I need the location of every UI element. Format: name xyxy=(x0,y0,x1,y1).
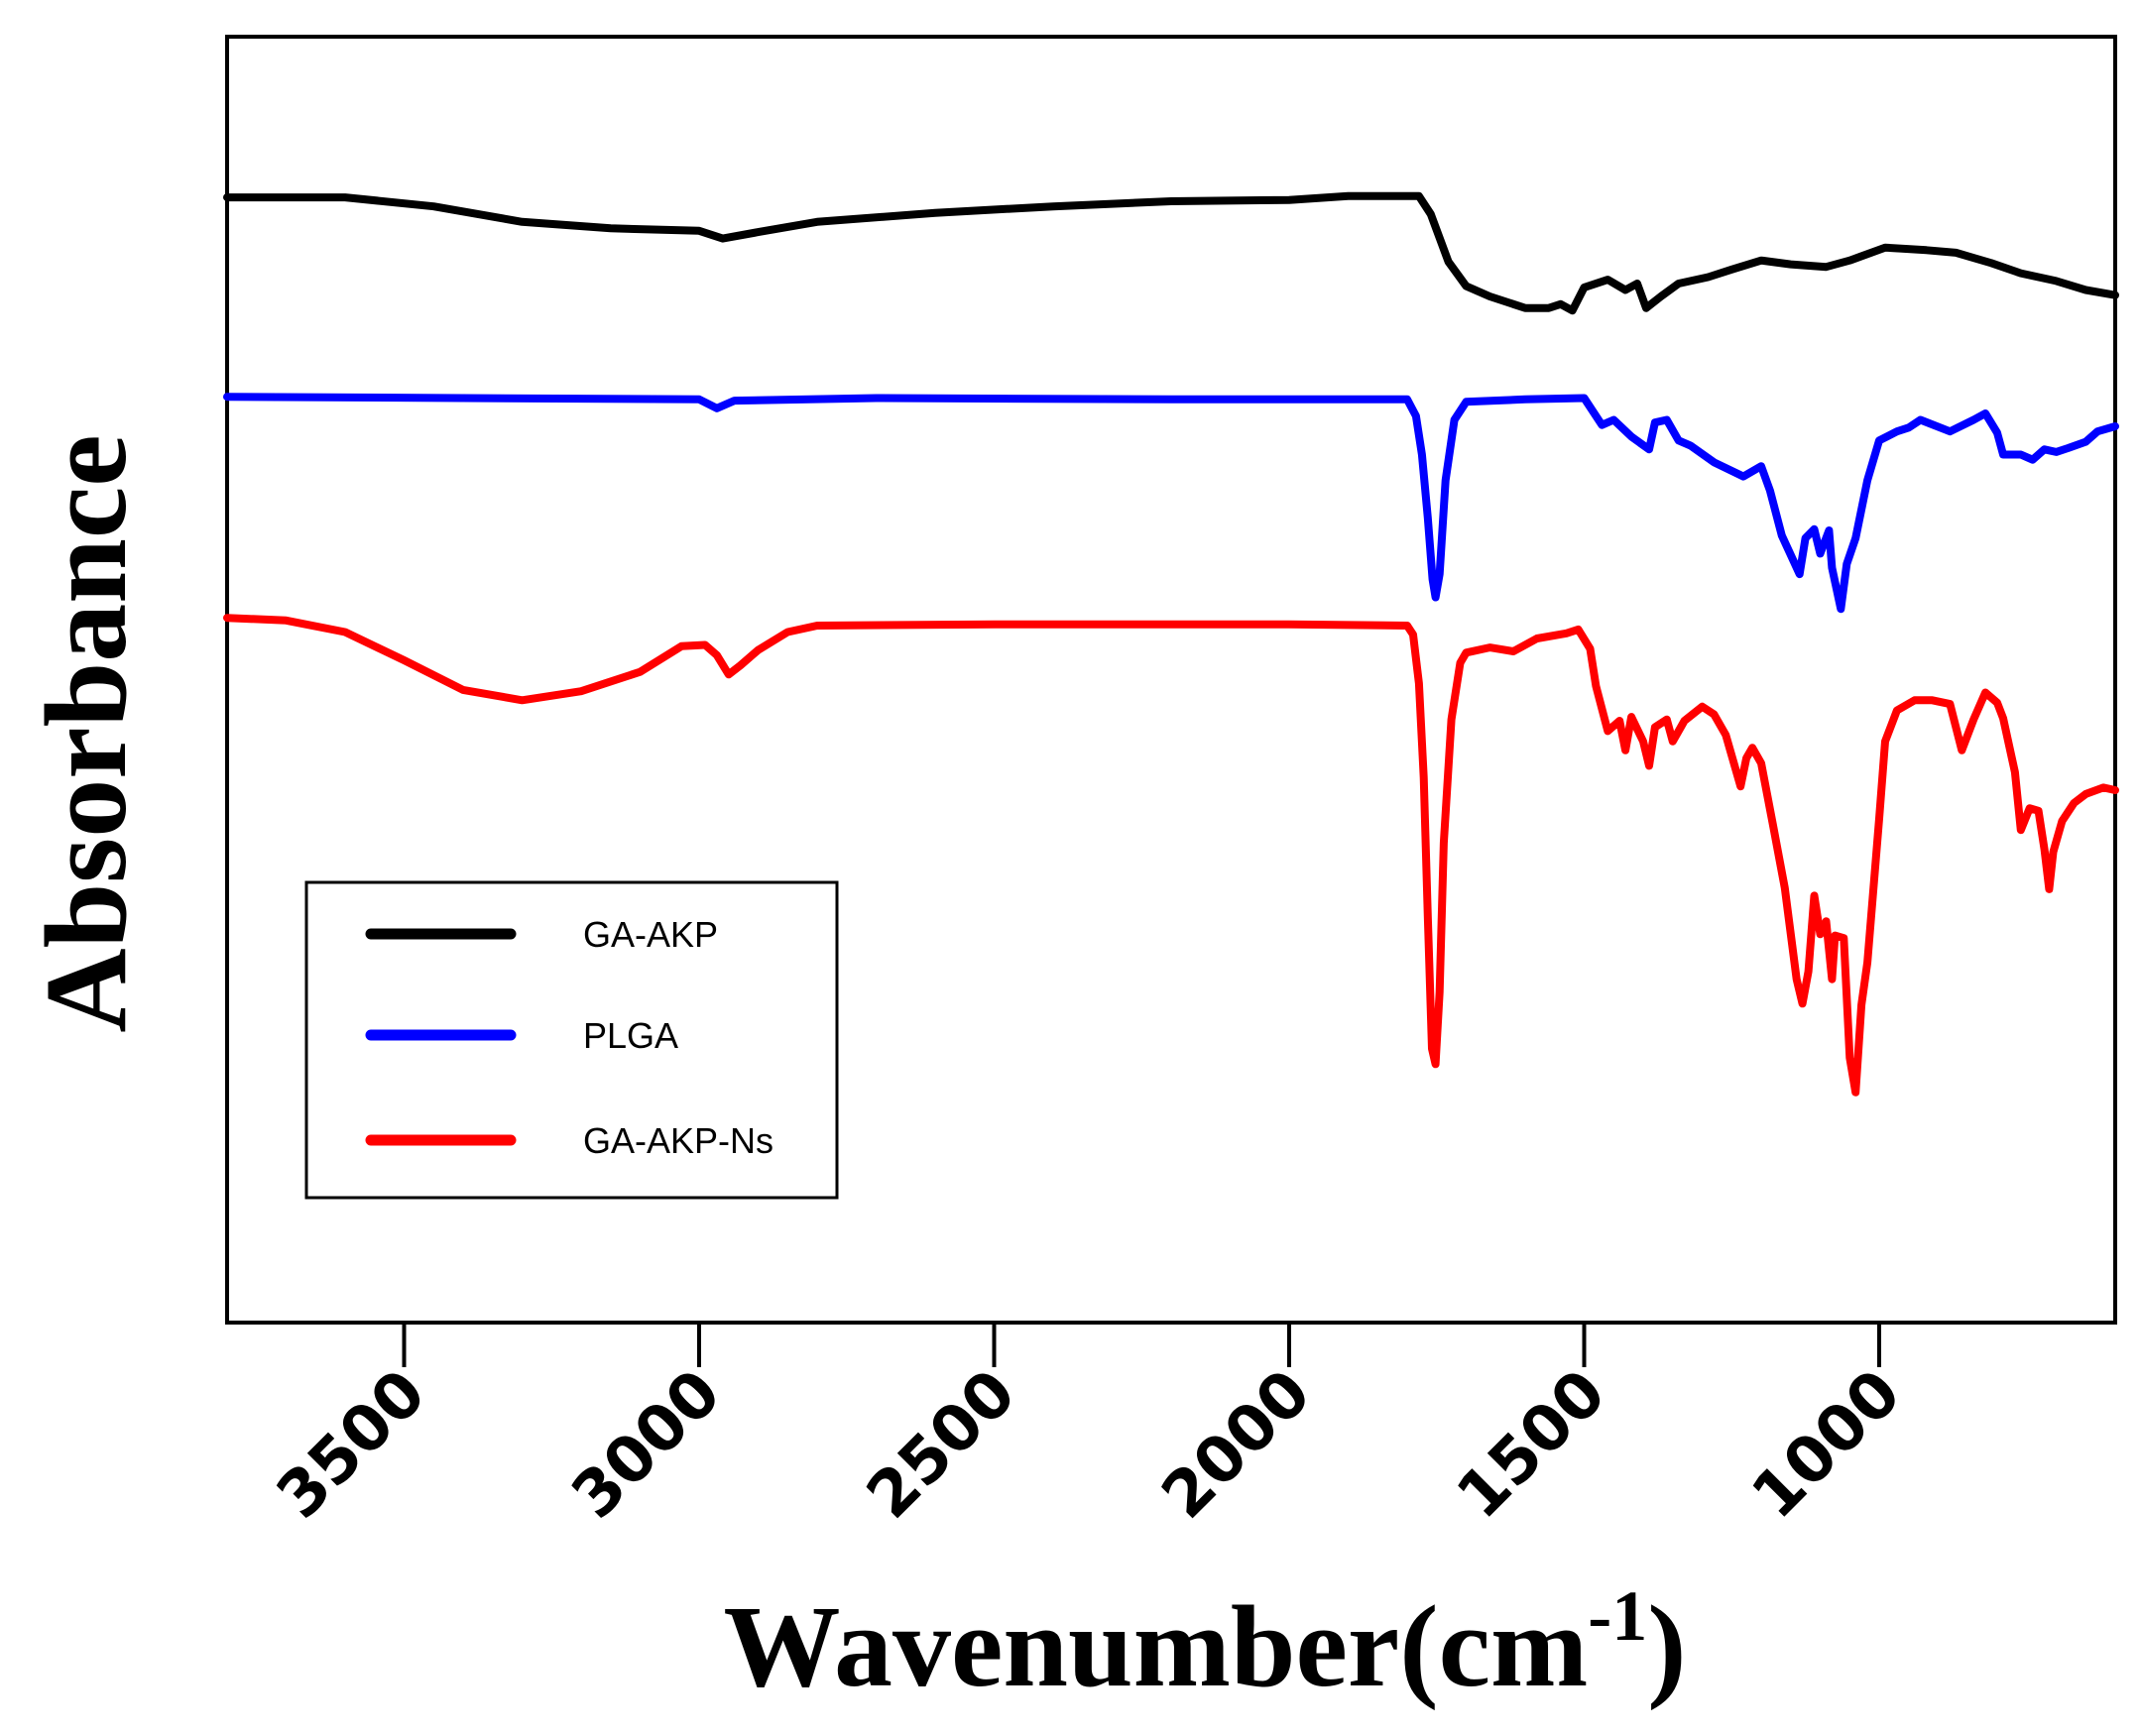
legend-label-plga: PLGA xyxy=(583,1015,678,1056)
series-line-ga-akp-ns xyxy=(223,614,2119,1097)
x-tick-label-2000: 2000 xyxy=(1148,1356,1325,1533)
series-line-plga xyxy=(223,393,2119,614)
legend: GA-AKP PLGA GA-AKP-Ns xyxy=(304,880,839,1200)
x-tick-label-3500: 3500 xyxy=(264,1356,440,1533)
y-axis-title: Absorbance xyxy=(21,434,151,1032)
series-layer xyxy=(223,191,2119,1097)
x-axis-title-superscript: -1 xyxy=(1588,1576,1647,1656)
legend-label-ga-akp: GA-AKP xyxy=(583,914,718,955)
plot-frame xyxy=(225,35,2117,1325)
x-axis: 3500 3000 2500 2000 1500 1000 xyxy=(264,1323,1915,1533)
x-axis-title-main: Wavenumber(cm xyxy=(723,1581,1588,1711)
legend-label-ga-akp-ns: GA-AKP-Ns xyxy=(583,1120,773,1161)
x-axis-title-close: ) xyxy=(1647,1581,1686,1711)
x-tick-label-1500: 1500 xyxy=(1444,1356,1620,1533)
x-tick-label-2500: 2500 xyxy=(854,1356,1030,1533)
x-axis-title: Wavenumber(cm-1) xyxy=(723,1576,1686,1711)
x-tick-label-1000: 1000 xyxy=(1738,1356,1915,1533)
x-tick-label-3000: 3000 xyxy=(558,1356,735,1533)
series-line-ga-akp xyxy=(223,191,2119,315)
